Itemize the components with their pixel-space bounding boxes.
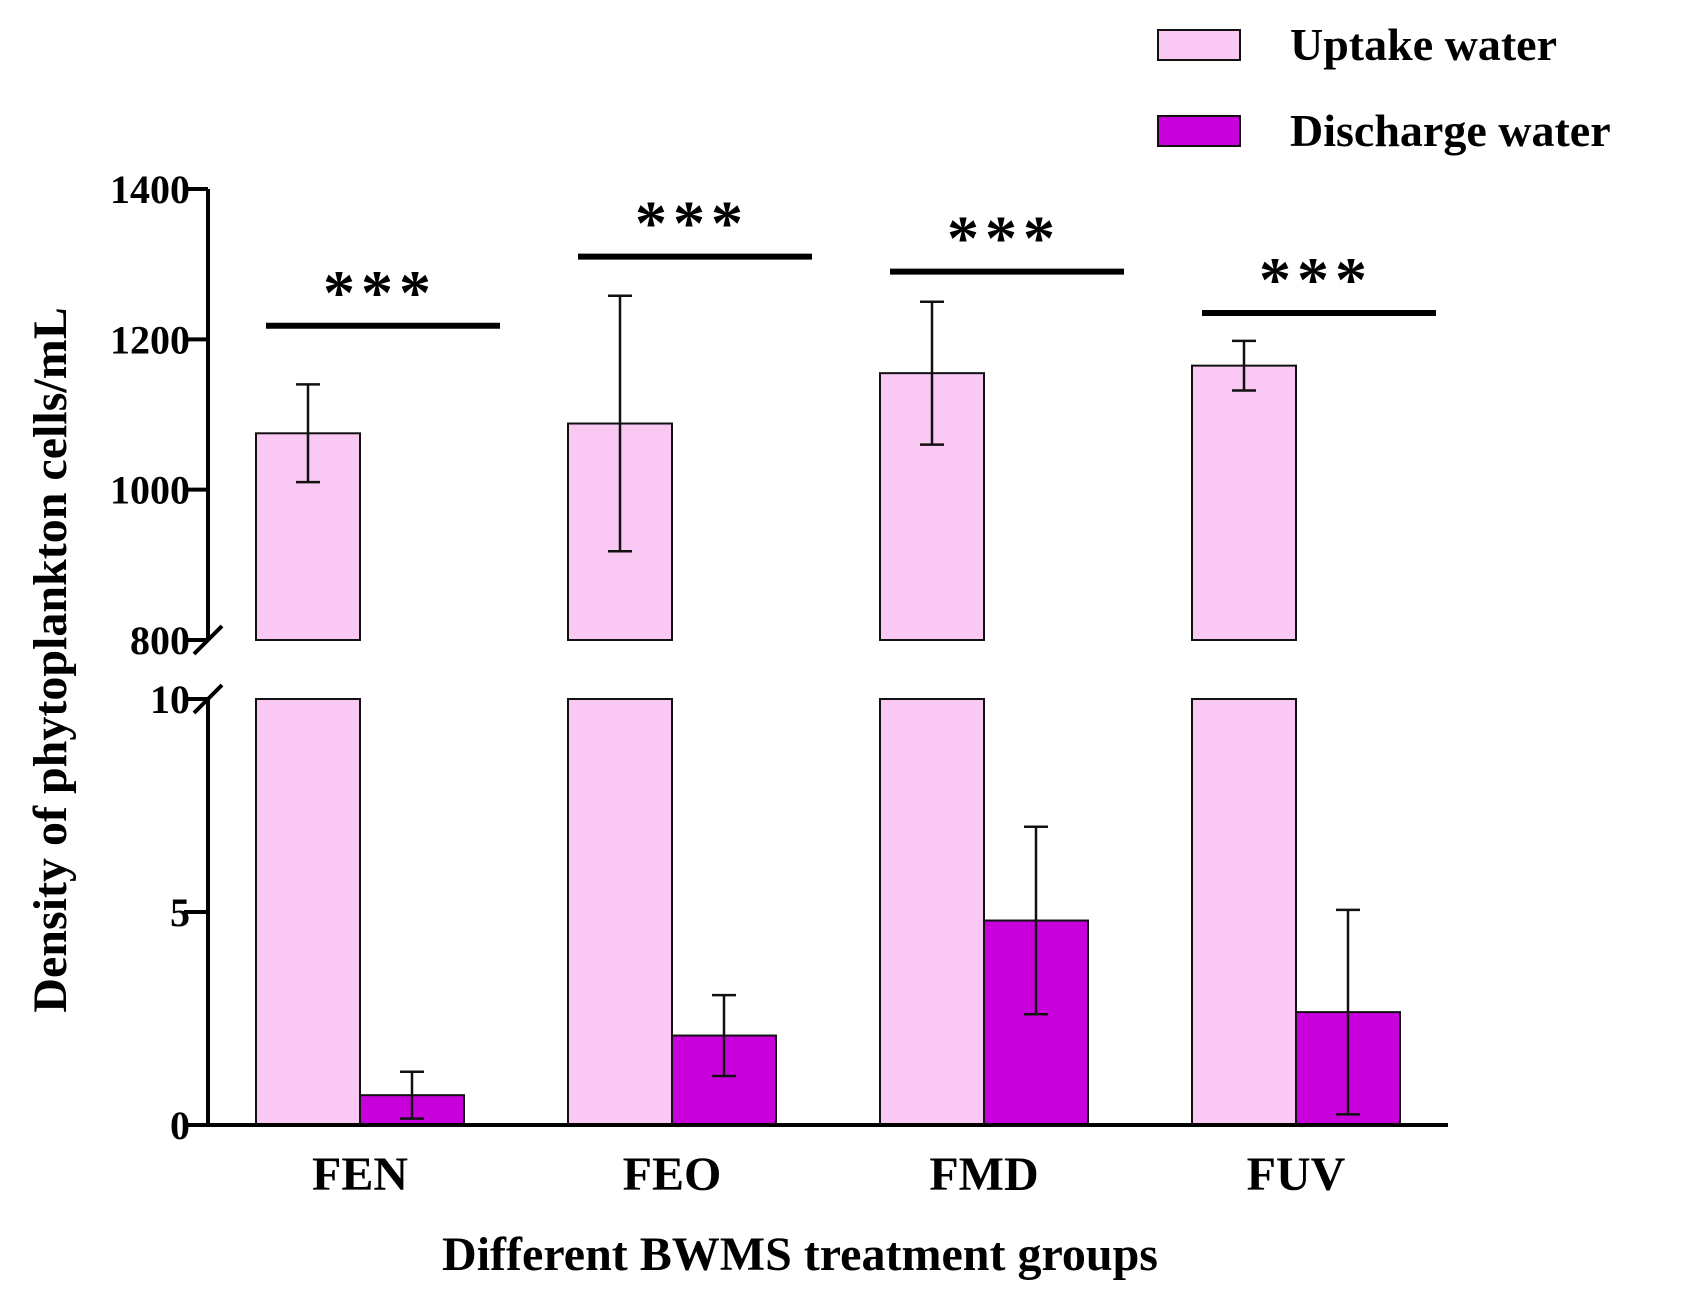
y-tick-label: 5 [170,890,190,935]
x-tick-label: FEO [623,1148,722,1201]
legend-swatch [1157,115,1241,147]
significance-label: *** [1259,244,1373,315]
bar-uptake-lower [255,698,361,1126]
significance-label: *** [635,188,749,259]
bars-layer [255,364,1401,1127]
y-tick-label: 1200 [110,317,190,362]
legend-swatch [1157,29,1241,61]
bar-discharge [671,1034,777,1127]
x-tick-label: FMD [929,1148,1038,1201]
bar-uptake-lower [879,698,985,1126]
y-tick-label: 1000 [110,468,190,513]
y-tick-label: 800 [130,618,190,663]
legend-label: Discharge water [1290,105,1611,156]
x-tick-label: FEN [312,1148,408,1201]
significance-label: *** [323,257,437,328]
y-tick-label: 0 [170,1103,190,1148]
x-tick-label: FUV [1247,1148,1346,1201]
error-bars-layer [296,294,1360,1120]
y-axis-title: Density of phytoplankton cells/mL [24,307,77,1012]
legend-label: Uptake water [1290,19,1557,70]
bar-uptake-upper [1191,364,1297,641]
bar-uptake-lower [1191,698,1297,1126]
bar-uptake-lower [567,698,673,1126]
x-axis-title: Different BWMS treatment groups [442,1228,1158,1281]
significance-label: *** [947,203,1061,274]
legend: Uptake water Discharge water [1157,19,1611,156]
axis-layer: FEN FEO FMD FUV 0 5 10 800 1000 1200 1400 Different… [24,167,1448,1281]
significance-layer: *** *** *** *** [266,188,1436,329]
y-tick-label: 1400 [110,167,190,212]
y-tick-label: 10 [150,677,190,722]
